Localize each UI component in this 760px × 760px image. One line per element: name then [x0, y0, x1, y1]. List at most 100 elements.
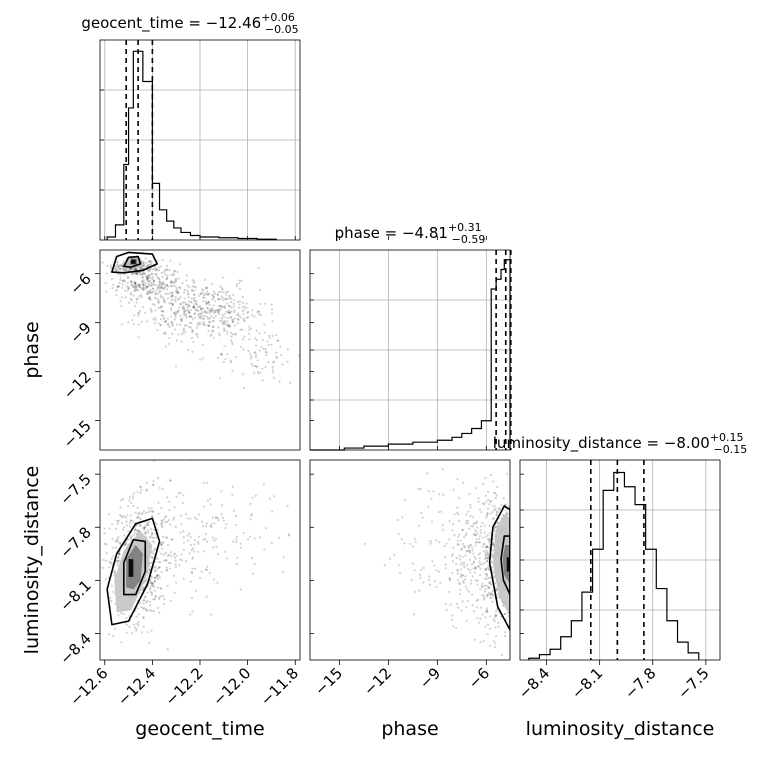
sample-point [137, 624, 140, 627]
sample-point [157, 298, 160, 302]
sample-point [151, 287, 154, 290]
sample-point [133, 285, 136, 288]
sample-point [487, 593, 490, 596]
sample-point [146, 277, 149, 280]
sample-point [236, 317, 239, 321]
sample-point [238, 303, 241, 306]
sample-point [154, 595, 157, 599]
sample-point [205, 568, 209, 571]
sample-point [522, 552, 524, 554]
sample-point [174, 279, 178, 282]
sample-point [484, 567, 487, 570]
sample-point [184, 330, 187, 333]
sample-point [532, 492, 534, 494]
sample-point [457, 519, 461, 523]
title-minus: −0.59 [452, 233, 486, 246]
sample-point [454, 562, 458, 566]
sample-point [214, 314, 217, 318]
sample-point [239, 588, 242, 591]
sample-point [150, 629, 153, 632]
sample-point [224, 328, 227, 331]
sample-point [188, 311, 191, 315]
sample-point [163, 316, 166, 319]
sample-point [138, 286, 142, 289]
sample-point [470, 525, 473, 528]
sample-point [461, 555, 464, 559]
sample-point [167, 323, 170, 326]
sample-point [129, 279, 133, 283]
sample-point [146, 269, 149, 272]
sample-point [254, 365, 257, 368]
sample-point [202, 481, 205, 484]
sample-point [152, 584, 155, 588]
sample-point [114, 269, 118, 272]
sample-point [111, 537, 114, 540]
sample-point [465, 619, 468, 622]
sample-point [183, 324, 187, 327]
sample-point [456, 506, 459, 509]
sample-point [479, 641, 482, 644]
sample-point [268, 334, 271, 337]
sample-point [492, 480, 495, 483]
sample-point [152, 282, 155, 285]
sample-point [463, 546, 466, 549]
sample-point [135, 301, 138, 304]
sample-point [181, 305, 184, 309]
sample-point [153, 597, 156, 601]
sample-point [212, 316, 216, 320]
sample-point [193, 539, 197, 542]
sample-point [485, 546, 488, 549]
sample-point [227, 324, 230, 328]
sample-point [104, 578, 107, 581]
sample-point [477, 497, 480, 500]
sample-point [210, 329, 214, 333]
sample-point [238, 282, 241, 285]
sample-point [254, 355, 257, 359]
sample-point [478, 537, 481, 540]
sample-point [162, 541, 165, 544]
sample-point [179, 296, 182, 299]
sample-point [157, 283, 160, 286]
sample-point [113, 572, 116, 575]
sample-point [207, 324, 210, 328]
sample-point [145, 489, 148, 492]
sample-point [525, 543, 527, 545]
sample-point [156, 286, 160, 289]
sample-point [193, 305, 196, 308]
sample-point [226, 316, 229, 319]
sample-point [157, 307, 160, 310]
sample-point [273, 495, 276, 498]
sample-point [218, 309, 221, 312]
sample-point [257, 372, 260, 375]
sample-point [207, 300, 210, 304]
sample-point [169, 562, 172, 565]
sample-point [464, 522, 467, 525]
sample-point [138, 284, 141, 287]
sample-point [482, 483, 485, 486]
hist-panel-luminosity-distance [520, 460, 720, 660]
sample-point [243, 335, 246, 338]
sample-point [118, 282, 121, 285]
sample-point [438, 541, 441, 544]
sample-point [486, 513, 489, 516]
sample-point [149, 535, 152, 538]
sample-point [194, 567, 197, 570]
sample-point [212, 304, 215, 307]
sample-point [111, 562, 114, 565]
sample-point [484, 569, 487, 572]
sample-point [168, 508, 171, 512]
sample-point [397, 564, 400, 567]
sample-point [467, 545, 470, 548]
sample-point [168, 567, 172, 570]
sample-point [130, 632, 134, 635]
sample-point [451, 529, 454, 532]
sample-point [206, 292, 209, 296]
sample-point [484, 611, 487, 614]
sample-point [196, 322, 200, 325]
sample-point [411, 545, 414, 548]
sample-point [159, 286, 163, 290]
sample-point [147, 296, 150, 300]
sample-point [156, 574, 159, 577]
sample-point [196, 333, 199, 336]
sample-point [201, 288, 204, 291]
